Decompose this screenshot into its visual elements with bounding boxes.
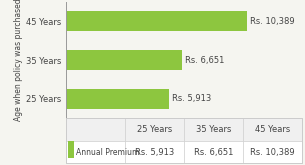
Text: Rs. 10,389: Rs. 10,389: [250, 148, 295, 157]
FancyBboxPatch shape: [125, 141, 184, 163]
Bar: [66, 50, 182, 70]
FancyBboxPatch shape: [184, 118, 243, 141]
Y-axis label: Age when policy was purchased: Age when policy was purchased: [14, 0, 23, 121]
Text: 25 Years: 25 Years: [137, 125, 172, 134]
FancyBboxPatch shape: [68, 141, 74, 158]
Text: Annual Premium: Annual Premium: [76, 148, 139, 157]
FancyBboxPatch shape: [243, 118, 302, 141]
Text: Rs. 6,651: Rs. 6,651: [185, 56, 224, 65]
Bar: [66, 89, 169, 109]
FancyBboxPatch shape: [66, 118, 125, 141]
Bar: [66, 11, 247, 31]
FancyBboxPatch shape: [243, 141, 302, 163]
FancyBboxPatch shape: [125, 118, 184, 141]
Text: Rs. 10,389: Rs. 10,389: [250, 17, 295, 26]
FancyBboxPatch shape: [184, 141, 243, 163]
FancyBboxPatch shape: [66, 141, 125, 163]
Text: Rs. 6,651: Rs. 6,651: [194, 148, 233, 157]
Text: 35 Years: 35 Years: [196, 125, 231, 134]
Text: 45 Years: 45 Years: [255, 125, 290, 134]
Text: Rs. 5,913: Rs. 5,913: [172, 95, 211, 103]
Text: Rs. 5,913: Rs. 5,913: [135, 148, 174, 157]
